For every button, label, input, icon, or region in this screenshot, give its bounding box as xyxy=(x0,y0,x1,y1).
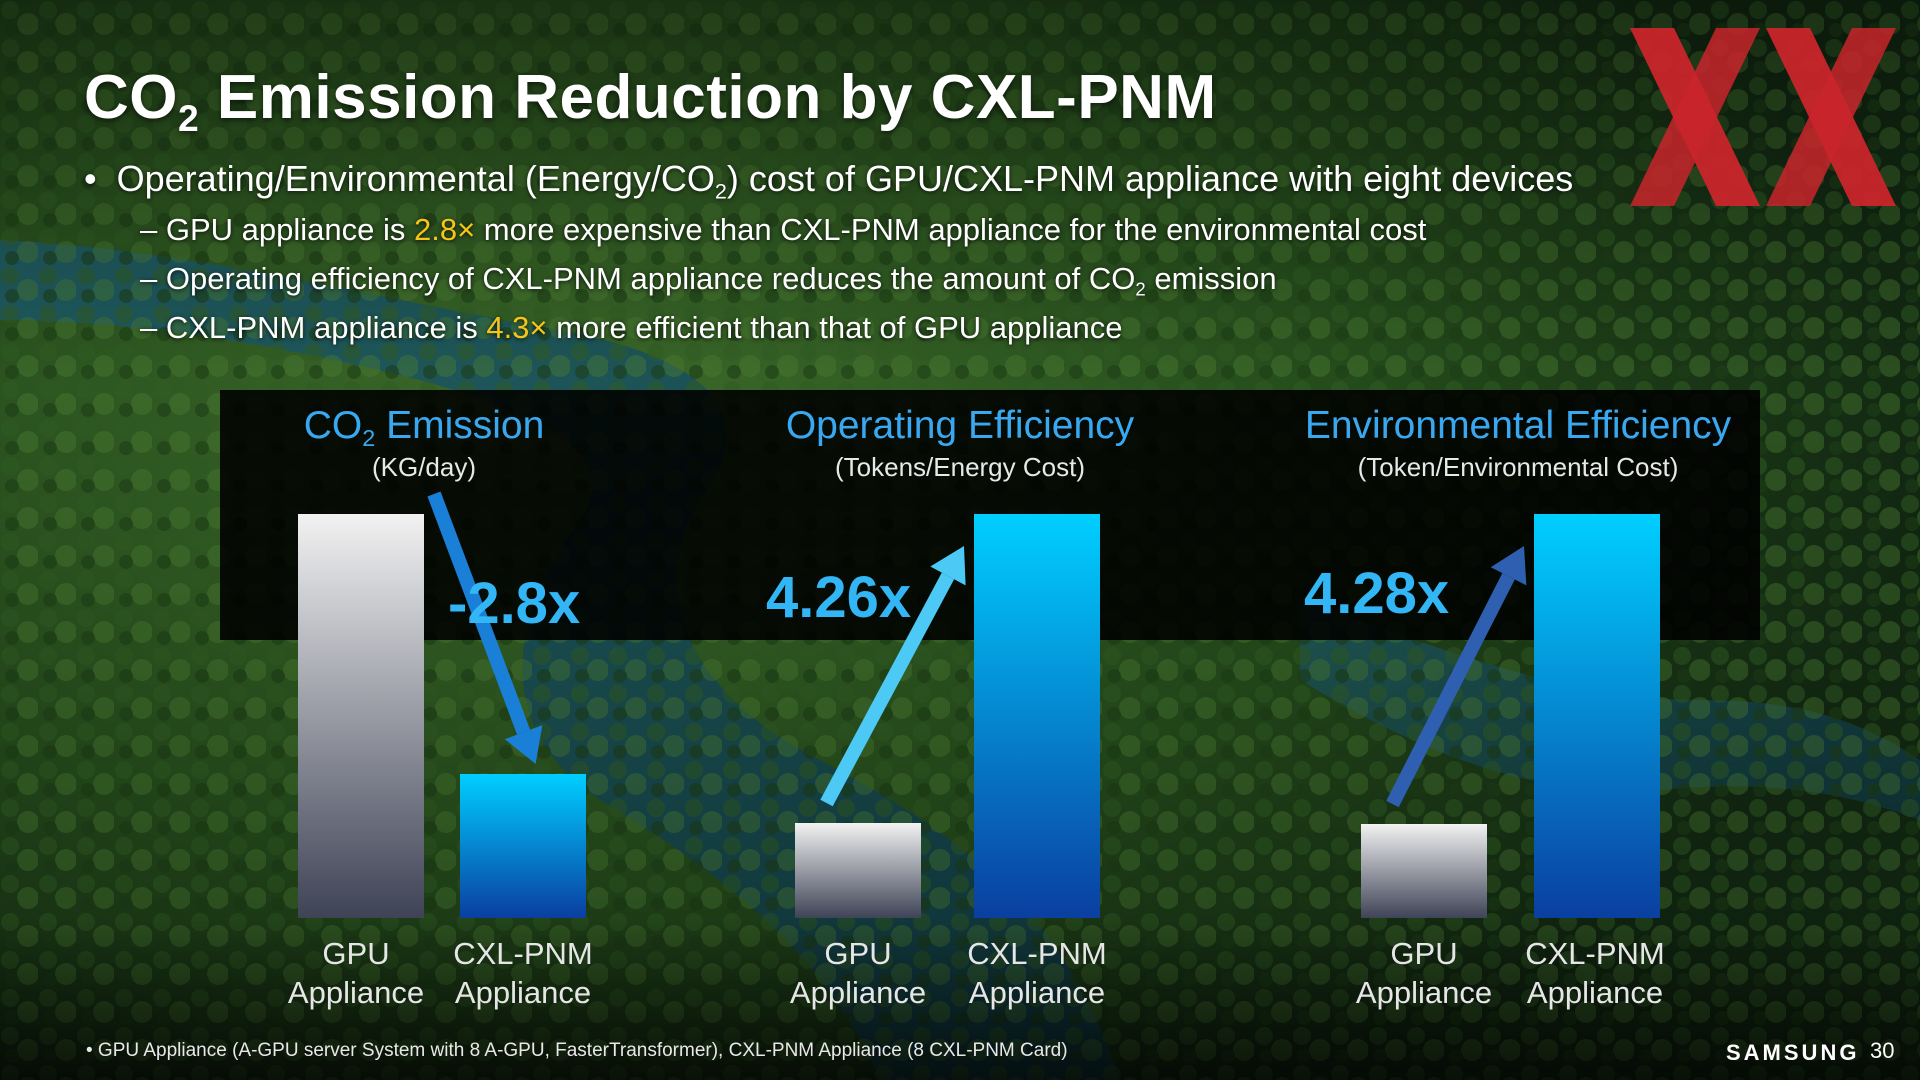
bar-label: CXL-PNM Appliance xyxy=(453,936,593,1010)
bar-label: GPU Appliance xyxy=(1355,936,1493,1010)
chart-title-co2: CO2 Emission xyxy=(303,404,545,452)
bar-label: CXL-PNM Appliance xyxy=(967,936,1107,1010)
page-title: CO2 Emission Reduction by CXL-PNM xyxy=(84,63,1217,140)
trend-arrow-head xyxy=(1490,546,1527,586)
trend-arrow-head xyxy=(504,725,543,764)
factor-label-operating: 4.26x xyxy=(766,565,912,630)
chart-unit-environmental: (Token/Environmental Cost) xyxy=(1357,452,1679,482)
bar-label: CXL-PNM Appliance xyxy=(1525,936,1665,1010)
bar-cxl-pnm-appliance xyxy=(1534,514,1660,918)
logo-stroke xyxy=(1766,28,1896,206)
footnote: • GPU Appliance (A-GPU server System wit… xyxy=(86,1040,1068,1061)
chart-unit-co2: (KG/day) xyxy=(371,452,477,482)
bar-gpu-appliance xyxy=(795,823,921,918)
trend-arrow-shaft xyxy=(1386,573,1515,808)
page-number: 30 xyxy=(1870,1038,1895,1063)
trend-arrow-shaft xyxy=(820,572,955,807)
bar-gpu-appliance xyxy=(1361,824,1487,918)
sub-bullet: – GPU appliance is 2.8× more expensive t… xyxy=(140,212,1427,247)
xx-logo xyxy=(1630,28,1896,206)
chart-title-operating: Operating Efficiency xyxy=(785,404,1135,447)
trend-arrow-shaft xyxy=(427,491,531,735)
chart-unit-operating: (Tokens/Energy Cost) xyxy=(835,452,1085,482)
sub-bullet: – CXL-PNM appliance is 4.3× more efficie… xyxy=(140,310,1123,345)
logo-stroke xyxy=(1630,28,1760,206)
chart-title-environmental: Environmental Efficiency xyxy=(1304,404,1732,447)
bar-label: GPU Appliance xyxy=(789,936,927,1010)
bar-gpu-appliance xyxy=(298,514,424,918)
factor-label-environmental: 4.28x xyxy=(1304,561,1450,626)
bar-label: GPU Appliance xyxy=(287,936,425,1010)
bar-cxl-pnm-appliance xyxy=(460,774,586,918)
factor-label-co2: -2.8x xyxy=(448,571,581,636)
main-bullet: • Operating/Environmental (Energy/CO2) c… xyxy=(84,158,1574,204)
samsung-logo: SAMSUNG xyxy=(1726,1040,1860,1065)
trend-arrow-head xyxy=(930,546,966,586)
bar-cxl-pnm-appliance xyxy=(974,514,1100,918)
sub-bullet: – Operating efficiency of CXL-PNM applia… xyxy=(140,261,1277,300)
